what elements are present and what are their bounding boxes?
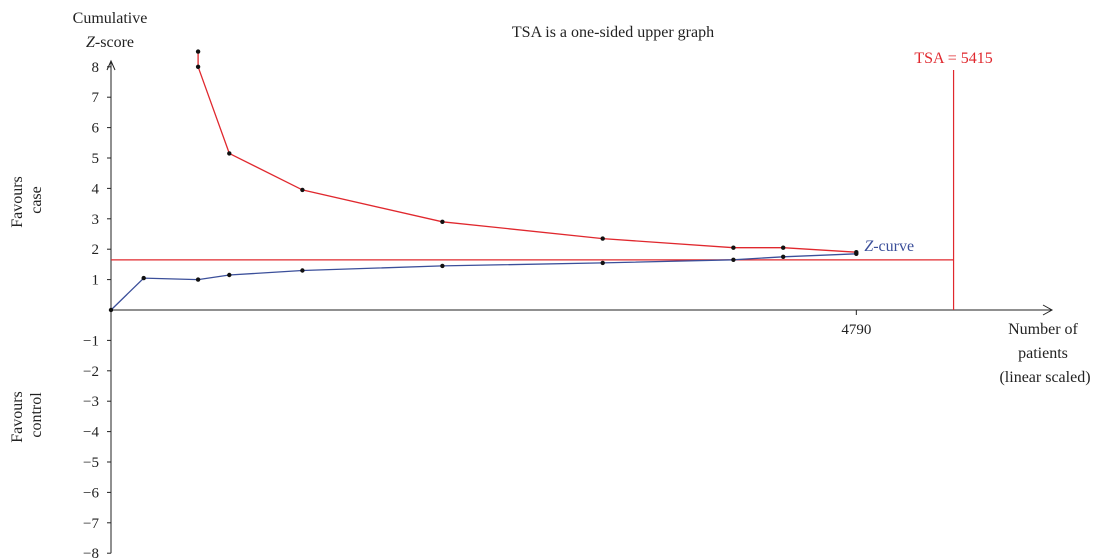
y-tick-label: 8 (92, 60, 100, 76)
z_curve-point (440, 263, 445, 269)
annotations: TSA = 5415 Z-curve (864, 50, 992, 255)
y-axis-label-line1: Cumulative (73, 10, 148, 27)
y-tick-label: −8 (83, 546, 99, 559)
region-lower-line2: control (28, 392, 45, 438)
z_curve-point (227, 272, 232, 278)
y-axis-label-rest: -score (95, 34, 134, 51)
boundaries (111, 70, 955, 310)
axes (106, 59, 1054, 554)
z_curve-point (731, 257, 736, 262)
monitoring_boundary-point (300, 187, 305, 193)
y-tick-label: −5 (83, 455, 99, 471)
y-ticks: 8 7 6 5 4 3 2 1 −1 −2 −3 −4 −5 −6 −7 −8 (83, 60, 111, 559)
region-lower-line1: Favours (9, 391, 26, 443)
z_curve-point (300, 268, 305, 273)
z_curve-point (781, 254, 786, 259)
y-tick-label: 1 (92, 273, 100, 289)
y-tick-label: −6 (83, 485, 99, 501)
y-tick-label: 6 (92, 121, 100, 137)
y-tick-label: −2 (83, 364, 99, 380)
monitoring_boundary-line (197, 51, 857, 253)
monitoring_boundary-point (440, 219, 445, 224)
region-label-lower: Favours control (9, 387, 45, 443)
y-tick-label: 7 (92, 90, 100, 106)
y-tick-label: 5 (92, 151, 100, 167)
monitoring_boundary-point (731, 245, 736, 250)
series (110, 51, 857, 311)
y-axis-label-line2: Z-score (86, 34, 134, 51)
y-tick-label: −3 (83, 394, 99, 410)
monitoring_boundary-point (781, 245, 786, 250)
monitoring_boundary-point (854, 250, 859, 255)
x-axis-arrow (1042, 304, 1054, 316)
y-tick-label: −4 (83, 425, 99, 441)
x-axis-label-line2: patients (1018, 345, 1068, 362)
y-tick-label: −7 (83, 516, 99, 532)
x-axis-label-line1: Number of (1008, 321, 1078, 338)
tsa-label: TSA = 5415 (914, 50, 992, 67)
y-tick-label: 3 (92, 212, 100, 228)
z_curve-line (110, 253, 857, 311)
monitoring_boundary-point (227, 151, 232, 156)
region-upper-line2: case (28, 186, 45, 214)
z-curve-label-rest: -curve (873, 238, 914, 255)
points (108, 49, 859, 313)
y-tick-label: 2 (92, 242, 100, 258)
z-curve-label-z: Z (864, 238, 874, 255)
z-curve-label: Z-curve (864, 238, 914, 255)
monitoring_boundary-point (195, 64, 201, 70)
x-axis-label: Number of patients (linear scaled) (999, 321, 1090, 386)
x-tick-label: 4790 (841, 322, 871, 338)
x-axis-label-line3: (linear scaled) (999, 369, 1090, 386)
z_curve-point (195, 277, 201, 282)
z_curve-point (108, 307, 114, 313)
monitoring_boundary-point (600, 236, 605, 241)
chart-title: TSA is a one-sided upper graph (512, 24, 714, 41)
region-upper-line1: Favours (9, 176, 26, 228)
z_curve-point (600, 260, 605, 266)
y-axis-label-z: Z (86, 34, 96, 51)
monitoring_boundary-point (195, 49, 201, 54)
z_curve-point (141, 275, 146, 281)
y-tick-label: −1 (83, 333, 99, 349)
region-label-upper: Favours case (9, 172, 45, 228)
x-ticks: 4790 (841, 310, 871, 338)
y-tick-label: 4 (92, 181, 100, 197)
